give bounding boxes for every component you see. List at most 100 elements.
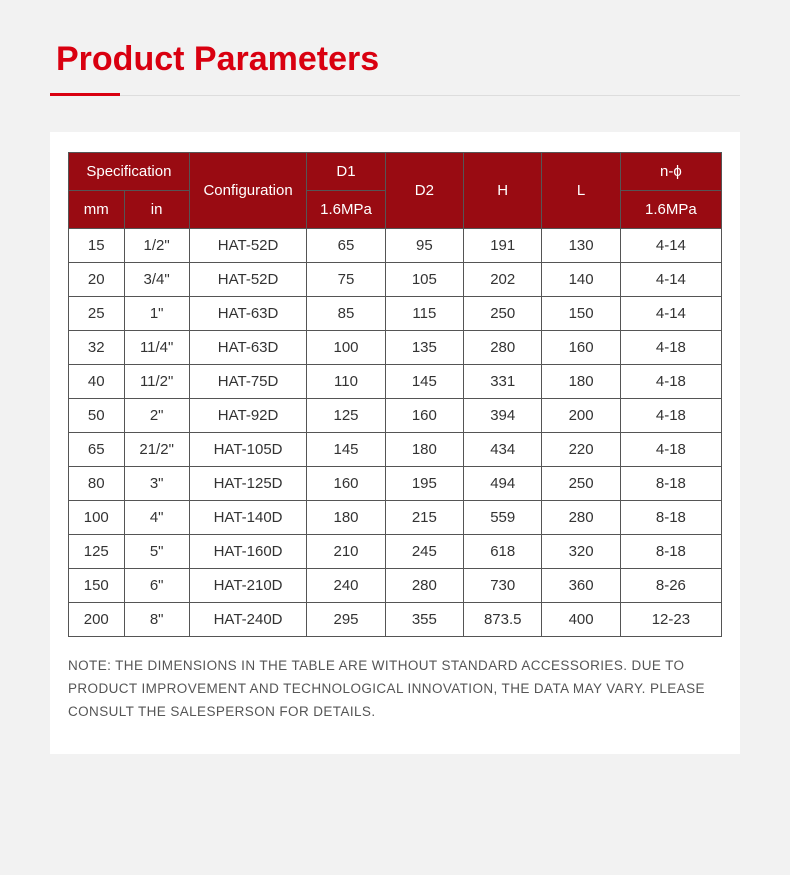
table-cell-in: 6" — [124, 569, 189, 603]
table-cell-in: 2" — [124, 399, 189, 433]
table-cell-nphi: 4-18 — [620, 365, 721, 399]
table-cell-d1: 110 — [307, 365, 385, 399]
underline-accent — [50, 93, 120, 96]
table-cell-l: 130 — [542, 229, 620, 263]
table-cell-d1: 100 — [307, 331, 385, 365]
table-cell-nphi: 4-14 — [620, 297, 721, 331]
table-cell-d1: 210 — [307, 535, 385, 569]
table-cell-config: HAT-240D — [189, 603, 307, 637]
th-d1-sub: 1.6MPa — [307, 191, 385, 229]
table-cell-h: 434 — [464, 433, 542, 467]
title-underline — [50, 93, 740, 96]
table-cell-nphi: 12-23 — [620, 603, 721, 637]
table-cell-config: HAT-52D — [189, 263, 307, 297]
table-cell-config: HAT-210D — [189, 569, 307, 603]
table-cell-config: HAT-140D — [189, 501, 307, 535]
table-cell-l: 360 — [542, 569, 620, 603]
table-header-row-1: Specification Configuration D1 D2 H L n-… — [69, 153, 722, 191]
table-cell-l: 150 — [542, 297, 620, 331]
table-cell-mm: 15 — [69, 229, 125, 263]
table-row: 502"HAT-92D1251603942004-18 — [69, 399, 722, 433]
table-cell-l: 160 — [542, 331, 620, 365]
table-cell-h: 191 — [464, 229, 542, 263]
table-head: Specification Configuration D1 D2 H L n-… — [69, 153, 722, 229]
th-h: H — [464, 153, 542, 229]
table-cell-in: 5" — [124, 535, 189, 569]
table-cell-in: 21/2" — [124, 433, 189, 467]
table-cell-in: 4" — [124, 501, 189, 535]
content-card: Specification Configuration D1 D2 H L n-… — [50, 132, 740, 754]
table-row: 6521/2"HAT-105D1451804342204-18 — [69, 433, 722, 467]
table-row: 2008"HAT-240D295355873.540012-23 — [69, 603, 722, 637]
table-cell-mm: 25 — [69, 297, 125, 331]
parameters-table: Specification Configuration D1 D2 H L n-… — [68, 152, 722, 637]
table-cell-d1: 240 — [307, 569, 385, 603]
table-cell-mm: 50 — [69, 399, 125, 433]
table-row: 803"HAT-125D1601954942508-18 — [69, 467, 722, 501]
table-cell-mm: 200 — [69, 603, 125, 637]
table-cell-d2: 215 — [385, 501, 463, 535]
table-cell-nphi: 4-14 — [620, 263, 721, 297]
table-cell-d1: 85 — [307, 297, 385, 331]
table-cell-mm: 20 — [69, 263, 125, 297]
table-cell-d2: 280 — [385, 569, 463, 603]
table-cell-d2: 195 — [385, 467, 463, 501]
table-cell-d2: 115 — [385, 297, 463, 331]
table-cell-config: HAT-92D — [189, 399, 307, 433]
table-cell-h: 559 — [464, 501, 542, 535]
table-cell-mm: 100 — [69, 501, 125, 535]
th-spec-mm: mm — [69, 191, 125, 229]
table-cell-l: 400 — [542, 603, 620, 637]
table-cell-config: HAT-75D — [189, 365, 307, 399]
table-cell-config: HAT-160D — [189, 535, 307, 569]
table-cell-config: HAT-125D — [189, 467, 307, 501]
table-cell-d1: 145 — [307, 433, 385, 467]
th-nphi-sub: 1.6MPa — [620, 191, 721, 229]
table-cell-nphi: 4-18 — [620, 433, 721, 467]
table-cell-mm: 32 — [69, 331, 125, 365]
table-cell-d1: 75 — [307, 263, 385, 297]
table-row: 203/4"HAT-52D751052021404-14 — [69, 263, 722, 297]
table-row: 3211/4"HAT-63D1001352801604-18 — [69, 331, 722, 365]
table-cell-d1: 65 — [307, 229, 385, 263]
table-cell-l: 180 — [542, 365, 620, 399]
table-cell-nphi: 8-18 — [620, 501, 721, 535]
th-l: L — [542, 153, 620, 229]
table-cell-d2: 180 — [385, 433, 463, 467]
table-cell-d1: 125 — [307, 399, 385, 433]
table-cell-d1: 160 — [307, 467, 385, 501]
table-cell-l: 280 — [542, 501, 620, 535]
table-cell-mm: 150 — [69, 569, 125, 603]
table-cell-nphi: 8-18 — [620, 535, 721, 569]
table-cell-in: 3" — [124, 467, 189, 501]
table-cell-config: HAT-63D — [189, 297, 307, 331]
page-title: Product Parameters — [56, 40, 740, 79]
table-row: 1506"HAT-210D2402807303608-26 — [69, 569, 722, 603]
table-note: NOTE: THE DIMENSIONS IN THE TABLE ARE WI… — [68, 655, 722, 724]
table-cell-in: 3/4" — [124, 263, 189, 297]
table-cell-h: 331 — [464, 365, 542, 399]
th-nphi-top: n-ϕ — [620, 153, 721, 191]
table-cell-d2: 105 — [385, 263, 463, 297]
table-cell-l: 140 — [542, 263, 620, 297]
table-cell-in: 1" — [124, 297, 189, 331]
table-cell-d2: 95 — [385, 229, 463, 263]
table-cell-nphi: 8-26 — [620, 569, 721, 603]
table-row: 1004"HAT-140D1802155592808-18 — [69, 501, 722, 535]
table-cell-in: 8" — [124, 603, 189, 637]
table-cell-d1: 180 — [307, 501, 385, 535]
table-cell-nphi: 4-18 — [620, 399, 721, 433]
table-cell-config: HAT-52D — [189, 229, 307, 263]
table-cell-h: 730 — [464, 569, 542, 603]
table-cell-mm: 65 — [69, 433, 125, 467]
table-cell-d2: 245 — [385, 535, 463, 569]
table-cell-in: 11/2" — [124, 365, 189, 399]
table-cell-h: 280 — [464, 331, 542, 365]
th-spec-in: in — [124, 191, 189, 229]
table-cell-d2: 355 — [385, 603, 463, 637]
table-cell-d2: 160 — [385, 399, 463, 433]
table-cell-h: 494 — [464, 467, 542, 501]
table-cell-in: 1/2" — [124, 229, 189, 263]
th-config: Configuration — [189, 153, 307, 229]
table-cell-l: 250 — [542, 467, 620, 501]
